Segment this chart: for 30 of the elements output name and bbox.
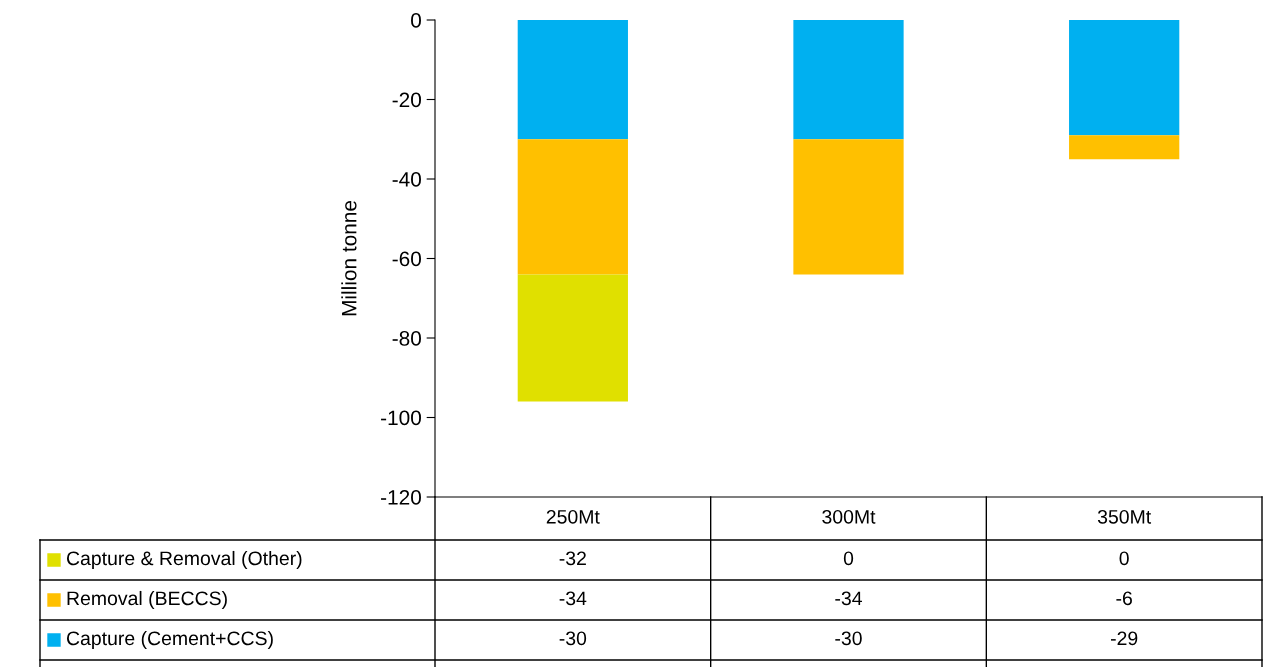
- y-tick-label: -80: [392, 331, 421, 346]
- bar: [1069, 20, 1180, 136]
- y-axis-title: Million tonne: [341, 200, 357, 316]
- y-tick-label: -40: [392, 172, 421, 187]
- x-tick-label: 250Mt: [546, 509, 600, 524]
- data-label: -32: [559, 551, 586, 566]
- legend-label: Capture & Removal (Other): [66, 550, 302, 570]
- data-label: -34: [835, 591, 862, 606]
- data-label: -29: [1110, 631, 1138, 646]
- data-label: -6: [1116, 591, 1132, 606]
- data-label: -34: [559, 591, 587, 606]
- y-tick-label: 0: [411, 13, 421, 28]
- bar: [793, 20, 904, 140]
- legend-label: Removal (BECCS): [67, 590, 227, 610]
- x-tick-label: 350Mt: [1097, 509, 1152, 524]
- data-label: 0: [1119, 551, 1129, 566]
- bar: [517, 20, 628, 140]
- data-label: -30: [835, 631, 862, 646]
- bar: [793, 139, 904, 275]
- data-label: -30: [559, 631, 587, 646]
- bar: [517, 274, 628, 402]
- y-tick-label: -100: [381, 410, 421, 426]
- x-tick-label: 300Mt: [822, 509, 876, 524]
- bar: [1069, 135, 1180, 160]
- data-label: 0: [843, 551, 854, 566]
- y-tick-label: -20: [392, 92, 421, 108]
- y-tick-label: -120: [381, 490, 421, 505]
- bar: [517, 139, 628, 275]
- legend-label: Capture (Cement+CCS): [66, 630, 273, 650]
- y-tick-label: -60: [392, 251, 421, 267]
